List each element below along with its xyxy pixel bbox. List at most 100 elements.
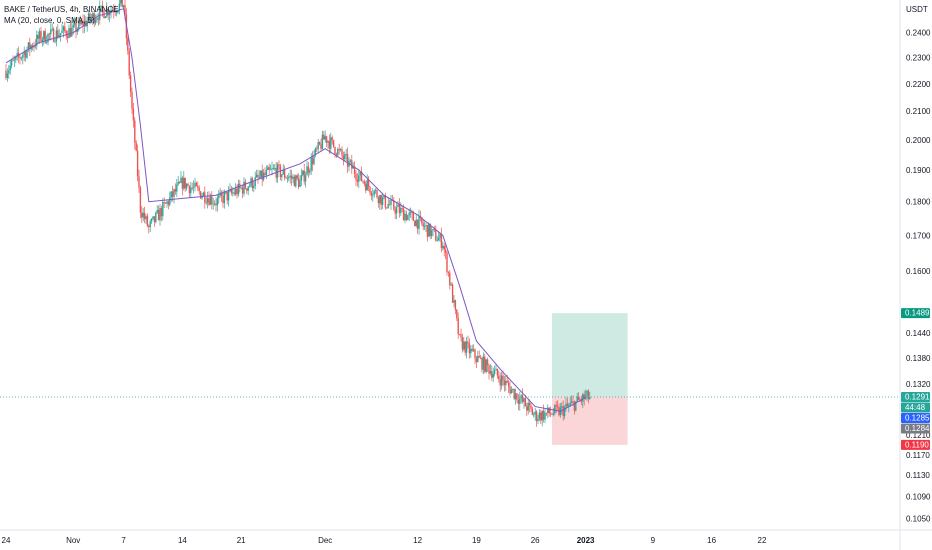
candle-body (66, 35, 69, 39)
candle-body (79, 20, 81, 24)
price-tick-label: 0.1320 (906, 380, 931, 389)
candle-body (401, 208, 403, 209)
candle-body (367, 180, 370, 187)
candle-body (297, 178, 300, 188)
candle-body (191, 187, 193, 189)
price-tick-label: 0.2300 (906, 54, 931, 63)
candle-body (402, 208, 405, 221)
candle-body (82, 21, 84, 27)
candle-body (299, 180, 301, 188)
candle-body (334, 146, 336, 155)
candle-body (52, 28, 55, 42)
candle-body (531, 408, 534, 416)
candle-body (384, 195, 387, 208)
candle-body (328, 140, 331, 149)
candle-body (365, 183, 367, 191)
candle-body (223, 192, 226, 204)
candle-body (78, 20, 80, 29)
candle-body (359, 171, 361, 176)
candle-body (155, 212, 157, 222)
candle-body (241, 187, 244, 194)
candle-body (443, 245, 445, 250)
candle-body (212, 203, 214, 205)
candle-body (307, 166, 310, 173)
candle-body (164, 202, 167, 204)
candle-body (146, 216, 149, 226)
candle-body (496, 368, 499, 376)
candle-body (276, 164, 279, 178)
candle-body (41, 39, 44, 41)
candle-body (57, 30, 59, 38)
stop-zone[interactable] (552, 396, 628, 445)
price-badge (901, 439, 930, 450)
candle-body (201, 195, 203, 199)
candle-body (230, 189, 233, 193)
candle-body (450, 284, 452, 286)
time-tick-label: 26 (531, 536, 540, 545)
price-badge (901, 402, 930, 413)
candle-body (414, 220, 416, 227)
candle-body (260, 170, 262, 178)
candle-body (246, 188, 248, 191)
price-badge-label: 0.1285 (905, 413, 930, 422)
candle-body (513, 388, 515, 399)
candle-body (451, 284, 454, 303)
candle-body (337, 149, 339, 156)
candle-body (475, 358, 478, 362)
candle-body (190, 187, 192, 194)
candle-body (117, 10, 119, 13)
candle-body (386, 207, 388, 209)
time-tick-label: Dec (318, 536, 332, 545)
candle-body (507, 382, 510, 387)
time-tick-label: 7 (121, 536, 126, 545)
candle-body (552, 413, 555, 415)
candle-body (5, 70, 7, 78)
candle-body (253, 186, 255, 189)
candle-body (554, 405, 556, 414)
candle-body (149, 221, 151, 228)
candle-body (527, 402, 529, 411)
candle-body (177, 182, 179, 185)
price-badge (901, 412, 930, 423)
candle-body (36, 34, 38, 46)
candle-body (484, 356, 486, 372)
candle-body (349, 160, 352, 162)
candle-body (436, 240, 438, 242)
candle-body (181, 177, 184, 189)
candle-body (220, 192, 223, 196)
candle-body (379, 195, 381, 204)
candle-body (131, 91, 133, 109)
candle-body (92, 13, 94, 18)
candle-body (187, 183, 189, 186)
candle-body (454, 300, 457, 310)
candle-body (330, 137, 332, 149)
candle-body (111, 9, 114, 11)
candle-body (397, 204, 399, 207)
target-zone[interactable] (552, 313, 628, 397)
candle-body (265, 170, 268, 175)
candle-body (264, 172, 266, 175)
symbol-title: BAKE / TetherUS, 4h, BINANCE (4, 5, 119, 14)
candle-body (115, 12, 118, 13)
candle-body (90, 17, 93, 20)
candle-body (383, 195, 385, 198)
candle-body (139, 187, 142, 213)
candle-body (395, 206, 398, 214)
candle-body (540, 412, 542, 421)
candle-body (222, 195, 224, 204)
price-badge-label: 0.1291 (905, 392, 930, 401)
candle-body (437, 237, 440, 241)
price-badge-label: 0.1284 (905, 424, 930, 433)
candle-body (563, 407, 566, 417)
candle-body (62, 26, 65, 31)
candle-body (27, 42, 30, 50)
candle-body (426, 225, 429, 237)
candle-body (204, 192, 206, 203)
candle-body (519, 398, 521, 404)
candle-body (254, 177, 256, 187)
candle-body (538, 412, 541, 419)
candle-body (370, 192, 373, 196)
candle-body (589, 396, 591, 400)
candle-body (59, 33, 62, 36)
